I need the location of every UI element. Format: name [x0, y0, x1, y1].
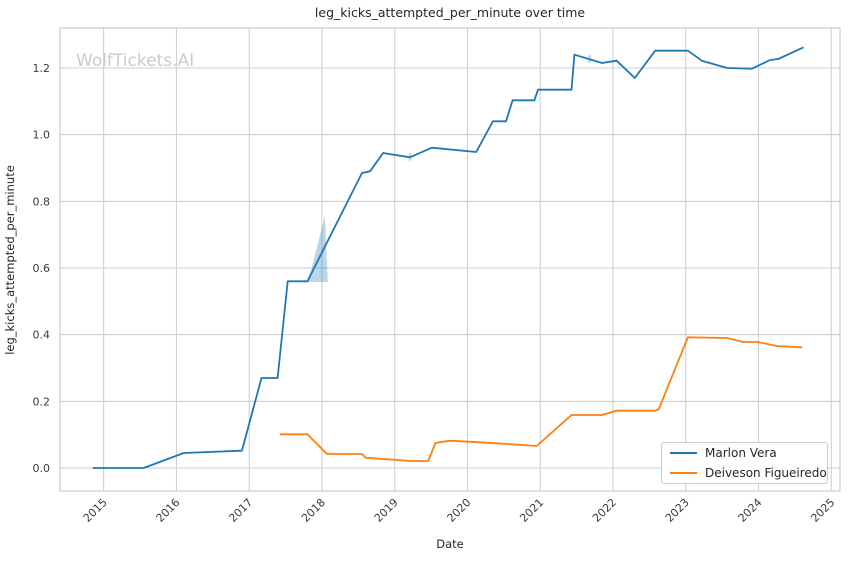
legend-line-sample-blue [670, 452, 697, 454]
x-axis-label: Date [436, 537, 464, 551]
y-tick-label: 0.2 [33, 395, 51, 408]
y-tick-label: 1.2 [33, 62, 51, 75]
y-tick-label: 0.4 [33, 329, 51, 342]
x-tick-label: 2022 [590, 496, 619, 525]
gridlines [60, 28, 840, 491]
confidence-bands [308, 54, 591, 282]
series-lines [92, 46, 804, 469]
legend-item-deiveson-figueiredo: Deiveson Figueiredo [670, 466, 827, 481]
legend-item-marlon-vera: Marlon Vera [670, 446, 819, 461]
x-tick-label: 2019 [372, 496, 401, 525]
series-line-marlon-vera [92, 46, 804, 469]
watermark: WolfTickets.AI [76, 51, 194, 71]
legend: Marlon Vera Deiveson Figueiredo [661, 442, 828, 484]
x-tick-label: 2018 [299, 496, 328, 525]
series-line-deiveson-figueiredo [279, 336, 803, 462]
y-tick-label: 0.6 [33, 262, 51, 275]
x-tick-label: 2017 [226, 496, 255, 525]
y-axis-label: leg_kicks_attempted_per_minute [3, 165, 17, 355]
y-tick-label: 0.0 [33, 462, 51, 475]
x-tick-label: 2016 [154, 496, 183, 525]
plot-border [59, 27, 841, 492]
y-tick-label: 1.0 [33, 129, 51, 142]
x-tick-label: 2023 [663, 496, 692, 525]
legend-label: Marlon Vera [705, 445, 777, 460]
legend-line-sample-orange [670, 472, 697, 474]
x-tick-label: 2024 [736, 496, 765, 525]
x-tick-label: 2025 [808, 496, 837, 525]
y-tick-label: 0.8 [33, 195, 51, 208]
x-tick-label: 2021 [517, 496, 546, 525]
x-tick-label: 2015 [81, 496, 110, 525]
chart-title: leg_kicks_attempted_per_minute over time [315, 5, 585, 20]
confidence-band-polygon [308, 216, 328, 282]
x-tick-label: 2020 [445, 496, 474, 525]
legend-label: Deiveson Figueiredo [705, 465, 827, 480]
